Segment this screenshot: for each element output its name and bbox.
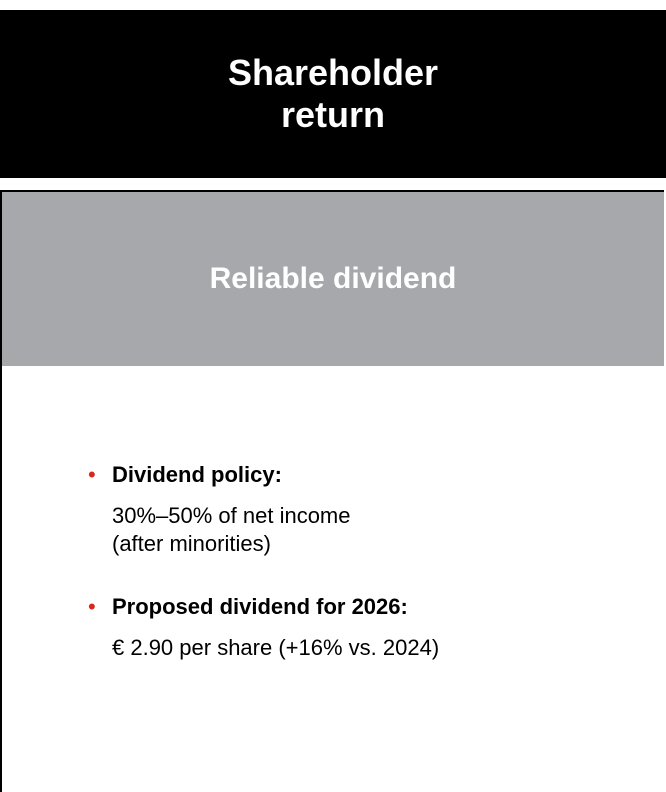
item-heading: Proposed dividend for 2026: (112, 594, 408, 619)
list: Dividend policy: 30%–50% of net income (… (88, 462, 440, 698)
item-heading: Dividend policy: (112, 462, 282, 487)
panel: Reliable dividend Dividend policy: 30%–5… (0, 190, 664, 792)
list-item: Proposed dividend for 2026: € 2.90 per s… (88, 594, 440, 662)
item-text: 30%–50% of net income (after minorities) (112, 503, 351, 556)
panel-title: Reliable dividend (2, 192, 664, 366)
list-item: Dividend policy: 30%–50% of net income (… (88, 462, 439, 558)
header-title: Shareholder return (0, 10, 666, 178)
item-text: € 2.90 per share (+16% vs. 2024) (112, 635, 440, 660)
